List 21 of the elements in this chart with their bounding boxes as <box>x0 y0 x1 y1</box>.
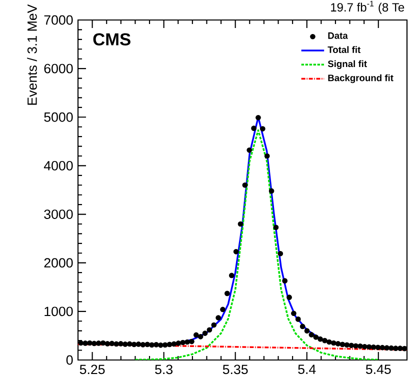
y-tick-label: 6000 <box>44 64 73 74</box>
x-tick-label: 5.35 <box>222 364 248 374</box>
legend-label: Background fit <box>328 74 394 84</box>
x-tick-label: 5.45 <box>366 364 391 374</box>
legend-label: Total fit <box>328 46 361 54</box>
y-axis-title: Events / 3.1 MeV <box>27 4 37 105</box>
annotation: CMS <box>93 33 130 46</box>
x-tick-label: 5.25 <box>80 364 105 374</box>
y-tick-label: 5000 <box>44 112 73 122</box>
y-tick-label: 3000 <box>44 210 73 219</box>
chart-title: 19.7 fb$^{-1}$ (8 Te <box>331 0 404 14</box>
legend-label: Data <box>328 32 348 39</box>
x-tick-label: 5.4 <box>298 364 316 374</box>
y-tick-label: 2000 <box>44 258 73 268</box>
legend-label: Signal fit <box>328 60 367 70</box>
y-tick-label: 7000 <box>44 15 73 25</box>
y-tick-label: 0 <box>66 355 73 365</box>
x-tick-label: 5.3 <box>155 364 173 374</box>
y-tick-label: 4000 <box>44 160 73 170</box>
line-series <box>134 129 380 360</box>
y-tick-label: 1000 <box>44 306 73 316</box>
